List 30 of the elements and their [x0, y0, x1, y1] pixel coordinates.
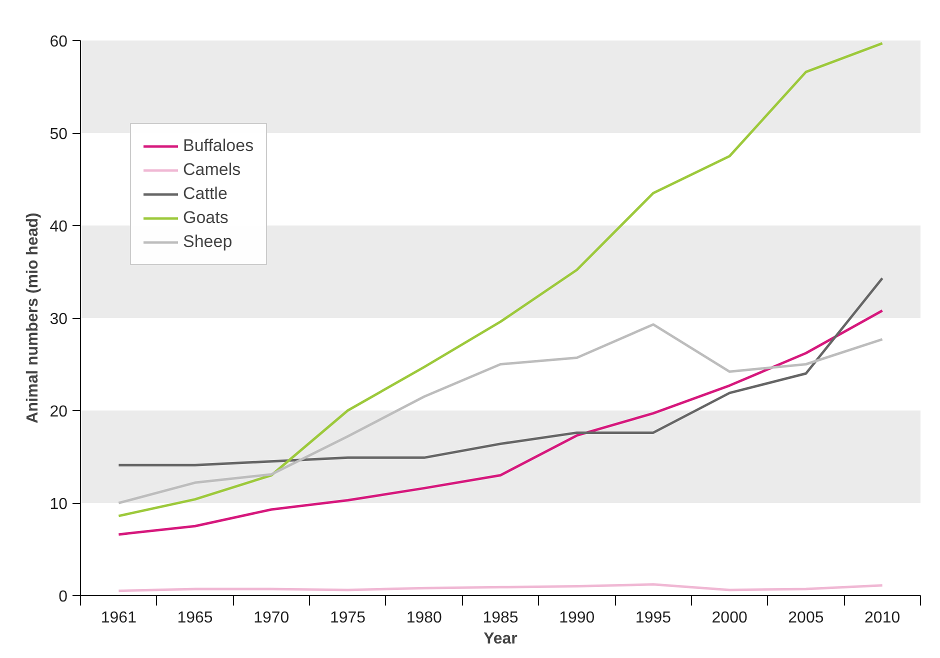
y-tick-label: 10	[50, 496, 68, 513]
y-tick-label: 30	[50, 311, 68, 328]
line-series	[117, 276, 884, 466]
legend-label: Camels	[183, 160, 241, 180]
x-tick-label: 1970	[254, 610, 290, 626]
y-tick-label: 40	[50, 218, 68, 236]
y-tick-label: 50	[50, 126, 68, 143]
legend-label: Cattle	[183, 184, 228, 204]
x-tick-label: 1990	[559, 610, 595, 626]
y-tick-label: 20	[50, 404, 68, 420]
x-tick-label: 2010	[864, 610, 900, 626]
x-tick-label: 2000	[712, 610, 748, 626]
x-axis-title: Year	[484, 630, 518, 648]
x-tick-label: 1980	[406, 610, 442, 626]
x-tick-label: 1985	[482, 610, 518, 626]
legend-label: Buffaloes	[183, 136, 254, 156]
y-axis-title: Animal numbers (mio head)	[24, 212, 42, 424]
line-series	[117, 42, 884, 518]
x-tick-label: 1965	[177, 610, 213, 626]
legend-label: Sheep	[183, 232, 232, 252]
line-series	[117, 583, 884, 592]
x-tick-label: 1961	[100, 610, 137, 626]
x-tick-label: 1975	[330, 610, 366, 626]
x-tick-label: 2005	[788, 610, 824, 626]
line-series	[117, 323, 884, 504]
legend-label: Goats	[183, 208, 228, 228]
line-series	[117, 309, 884, 536]
y-tick-label: 0	[58, 588, 68, 606]
y-tick-label: 60	[50, 34, 68, 50]
x-tick-label: 1995	[635, 610, 672, 626]
